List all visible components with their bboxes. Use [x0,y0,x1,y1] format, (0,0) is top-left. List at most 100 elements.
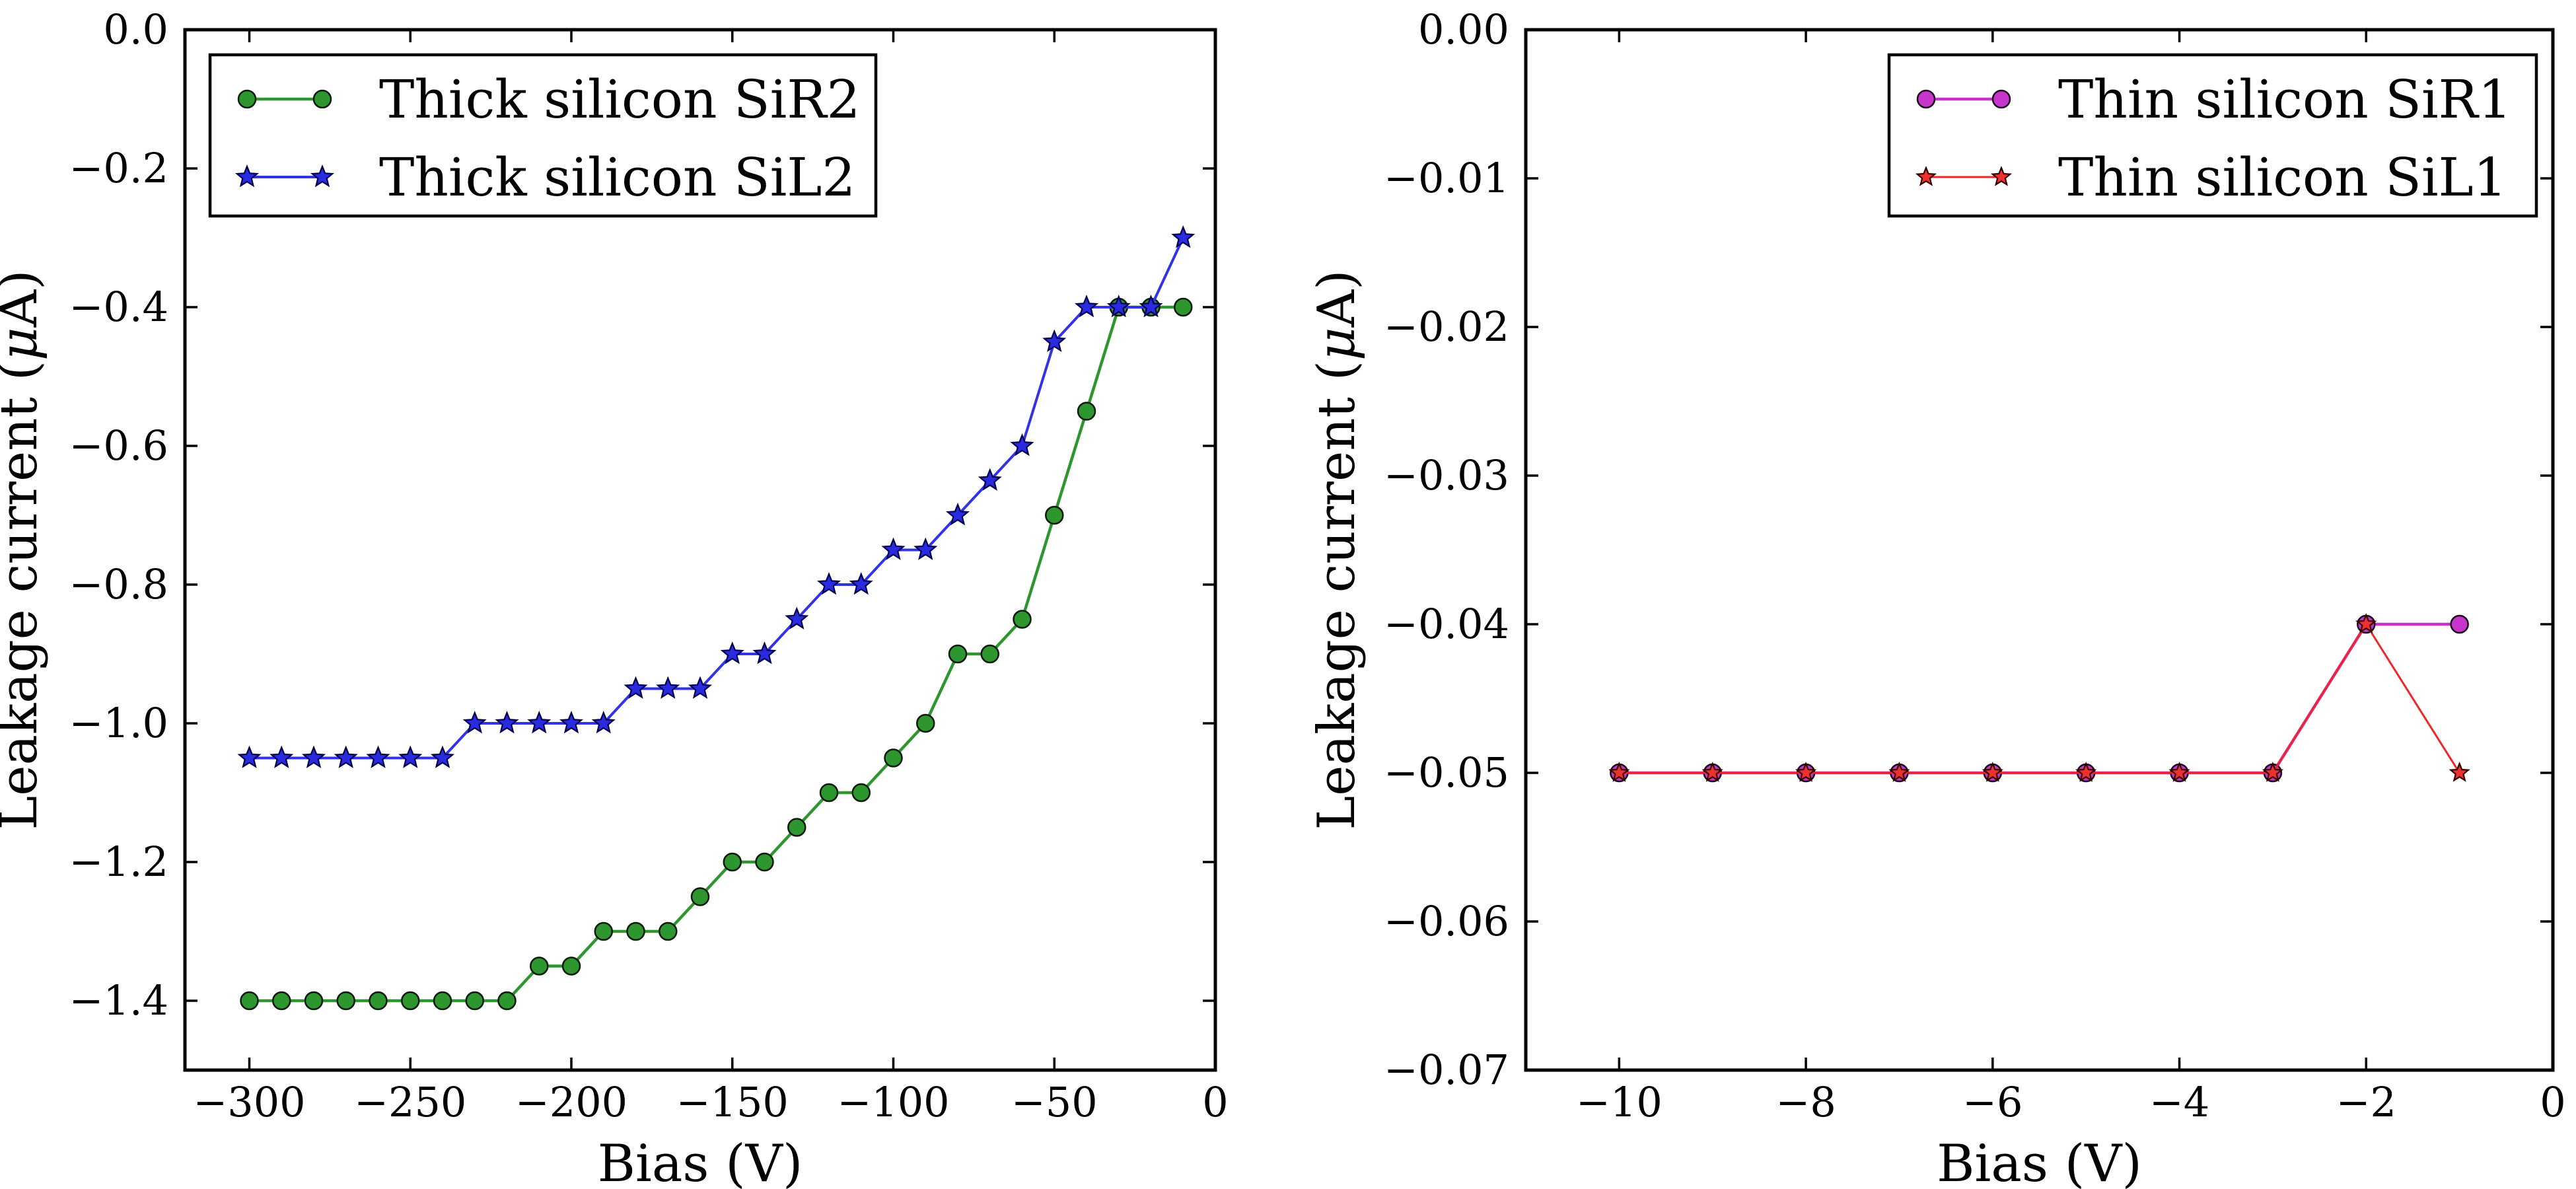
data-point-marker [366,745,390,768]
data-point-marker [401,991,420,1011]
legend-entry-label: Thin silicon SiR1 [2058,69,2512,130]
y-axis-tick-label: −0.04 [1384,600,1509,648]
legend-border [208,53,878,218]
x-axis-tick-label: −2 [2336,1078,2396,1126]
data-point-marker [1174,297,1193,317]
x-axis-tick-label: −50 [1011,1078,1098,1126]
series-first [240,297,1193,1011]
data-point-marker [310,164,335,188]
data-point-marker [2450,614,2469,634]
data-point-marker [720,641,744,665]
y-axis-tick-label: −1.0 [69,699,168,747]
x-axis-tick-label: −250 [354,1078,466,1126]
left-plot: −300 −250 −200 −150 −100 −50 0 0.0 −0.2 −0.4 −0.6 −… [0,5,1229,1189]
data-point-marker [591,711,616,734]
x-axis-tick-label: −100 [837,1078,949,1126]
data-point-marker [1077,402,1096,421]
y-axis-label: Leakage current (μA) [1307,270,1367,830]
x-axis-tick-label: −200 [515,1078,627,1126]
series-line [1619,622,2460,775]
data-point-marker [1701,762,1723,782]
y-axis-tick-label: −1.4 [69,976,168,1025]
data-point-marker [816,572,841,595]
data-point-marker [234,164,260,188]
data-point-marker [819,783,839,803]
data-point-marker [659,921,678,941]
legend-entry: Thin silicon SiR1 [1916,69,2512,130]
data-point-marker [1106,295,1131,318]
data-point-marker [561,956,581,976]
data-point-marker [594,921,613,941]
data-point-marker [2168,762,2190,782]
series-line [249,237,1185,760]
y-axis-label: Leakage current (μA) [0,270,49,830]
data-point-marker [2355,613,2377,633]
series-second [1608,613,2470,782]
data-point-marker [527,711,552,734]
data-point-marker [785,606,809,630]
data-point-marker [559,711,584,734]
y-tick-labels: 0.00 −0.01 −0.02 −0.03 −0.04 −0.05 −0.06 −0.07 [1384,5,1509,1094]
data-point-marker [237,89,257,109]
data-point-marker [884,748,903,768]
y-axis-tick-label: −1.2 [69,838,168,886]
axes-frame [1524,28,2555,1072]
data-point-marker [723,852,742,872]
x-axis-label: Bias (V) [1937,1134,2142,1189]
data-point-marker [1013,610,1032,629]
data-point-marker [433,991,452,1011]
data-point-marker [2262,762,2284,782]
data-point-marker [240,991,259,1011]
data-point-marker [1139,295,1163,318]
data-point-marker [2449,762,2470,782]
legend-box: Thick silicon SiR2 Thick silicon SiL2 [208,53,878,218]
legend-entry-label: Thick silicon SiL2 [379,147,855,208]
series-line [249,305,1184,1003]
axes-frame [183,28,1217,1072]
series-line [1619,623,2460,774]
data-point-marker [430,745,455,768]
data-point-marker [624,676,648,699]
data-point-marker [913,537,938,560]
data-point-marker [945,503,970,526]
y-tick-labels: 0.0 −0.2 −0.4 −0.6 −0.8 −1.0 −1.2 −1.4 [69,5,168,1025]
data-point-marker [980,644,999,664]
legend-entry: Thick silicon SiL2 [234,147,855,208]
x-axis-tick-label: −4 [2149,1078,2209,1126]
data-point-marker [1982,762,2003,782]
y-axis-tick-label: −0.01 [1384,154,1509,202]
data-point-marker [1042,329,1067,352]
y-axis-tick-label: 0.00 [1418,5,1509,54]
y-axis-tick-label: −0.03 [1384,451,1509,499]
series-second [237,225,1196,768]
data-point-marker [304,991,324,1011]
data-point-marker [462,711,487,734]
data-point-marker [688,676,713,699]
y-axis-tick-label: −0.02 [1384,303,1509,351]
data-point-marker [881,537,906,560]
x-axis-tick-label: 0 [2540,1078,2565,1126]
data-point-marker [849,572,873,595]
x-tick-labels: −300 −250 −200 −150 −100 −50 0 [193,1078,1228,1126]
data-point-marker [978,468,1002,491]
data-point-marker [237,745,262,768]
data-point-marker [336,991,355,1011]
series-first [1610,614,2469,783]
legend-border [1887,53,2538,218]
legend-entry: Thick silicon SiR2 [237,69,860,130]
y-axis-tick-label: −0.4 [69,283,168,331]
data-point-marker [787,818,806,837]
x-axis-tick-label: −6 [1962,1078,2022,1126]
data-point-marker [656,676,680,699]
right-plot: −10 −8 −6 −4 −2 0 0.00 −0.01 −0.02 −0.03 −0.04 −0.0… [1307,5,2566,1189]
data-point-marker [495,711,519,734]
data-point-marker [497,991,517,1011]
data-point-marker [626,921,645,941]
y-axis-tick-label: −0.05 [1384,748,1509,797]
data-point-marker [1990,166,2013,186]
data-point-marker [269,745,294,768]
data-point-marker [272,991,291,1011]
y-axis-tick-label: −0.8 [69,560,168,608]
data-point-marker [2075,762,2097,782]
